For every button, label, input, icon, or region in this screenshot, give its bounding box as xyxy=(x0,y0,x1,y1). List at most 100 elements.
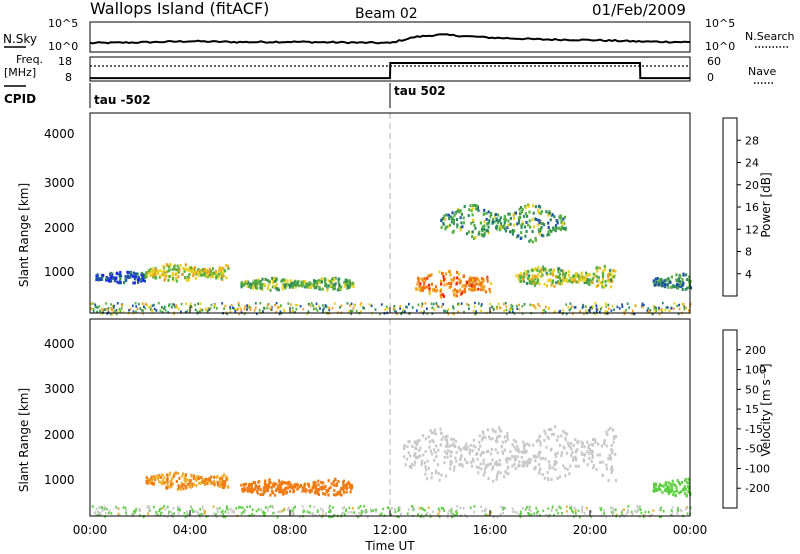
ground-scatter-cell xyxy=(584,305,587,308)
data-cell xyxy=(463,287,466,291)
data-cell xyxy=(266,487,269,491)
ground-scatter-cell xyxy=(607,307,610,310)
ground-scatter-cell xyxy=(209,307,212,310)
ground-scatter-cell xyxy=(283,309,286,313)
data-cell xyxy=(684,487,687,491)
data-cell xyxy=(444,227,447,231)
data-cell xyxy=(550,447,553,451)
data-cell xyxy=(282,489,285,493)
data-cell xyxy=(682,281,685,285)
data-cell xyxy=(493,214,496,218)
ground-scatter-cell xyxy=(573,506,576,509)
x-axis-label: Time UT xyxy=(364,539,415,553)
data-cell xyxy=(279,487,282,491)
data-cell xyxy=(684,478,687,481)
data-cell xyxy=(583,453,586,456)
ground-scatter-cell xyxy=(518,308,521,311)
data-cell xyxy=(427,283,431,287)
ground-scatter-cell xyxy=(539,514,541,517)
data-cell xyxy=(176,487,179,491)
data-cell xyxy=(436,288,439,292)
data-cell xyxy=(459,216,462,220)
data-cell xyxy=(244,488,247,492)
ground-scatter-cell xyxy=(420,506,423,510)
data-cell xyxy=(685,494,688,497)
data-cell xyxy=(246,489,249,493)
ground-scatter-cell xyxy=(499,513,502,516)
data-cell xyxy=(581,278,584,282)
data-cell xyxy=(508,212,511,216)
data-cell xyxy=(349,490,352,494)
ground-scatter-cell xyxy=(587,309,590,312)
data-cell xyxy=(251,286,255,290)
ground-scatter-cell xyxy=(653,304,655,308)
data-cell xyxy=(241,489,244,493)
data-cell xyxy=(488,219,491,223)
ground-scatter-cell xyxy=(206,310,209,313)
ground-scatter-cell xyxy=(118,513,121,516)
data-cell xyxy=(171,277,175,281)
noise-sky-trace xyxy=(89,33,691,45)
data-cell xyxy=(168,473,171,477)
ground-scatter-cell xyxy=(173,303,175,307)
data-cell xyxy=(513,445,516,449)
data-cell xyxy=(296,486,299,490)
ground-scatter-cell xyxy=(299,515,301,518)
data-cell xyxy=(113,278,117,282)
data-cell xyxy=(455,294,458,298)
ground-scatter-cell xyxy=(682,303,685,306)
data-cell xyxy=(687,285,691,289)
data-cell xyxy=(167,485,170,489)
colorbar-tick-label: 12 xyxy=(745,223,759,236)
data-cell xyxy=(196,475,199,479)
data-cell xyxy=(184,484,187,488)
data-cell xyxy=(556,438,559,442)
data-cell xyxy=(284,488,287,492)
data-cell xyxy=(440,282,443,286)
data-cell xyxy=(681,480,684,484)
ground-scatter-cell xyxy=(537,510,539,513)
data-cell xyxy=(564,466,567,470)
data-cell xyxy=(688,280,691,284)
data-cell xyxy=(516,455,519,459)
data-cell xyxy=(252,281,255,285)
data-cell xyxy=(325,489,328,492)
data-cell xyxy=(537,218,540,222)
ground-scatter-cell xyxy=(454,514,456,517)
data-cell xyxy=(560,221,563,224)
data-cell xyxy=(220,274,223,278)
data-cell xyxy=(189,479,192,483)
ground-scatter-cell xyxy=(421,305,423,308)
ground-scatter-cell xyxy=(396,312,398,315)
ground-scatter-cell xyxy=(308,302,310,306)
data-cell xyxy=(286,486,289,490)
ground-scatter-cell xyxy=(329,505,331,508)
ground-scatter-cell xyxy=(633,312,635,315)
data-cell xyxy=(164,277,167,281)
nave-label: Nave xyxy=(748,65,776,78)
ground-scatter-cell xyxy=(591,305,594,308)
data-cell xyxy=(594,440,597,444)
data-cell xyxy=(582,458,585,462)
data-cell xyxy=(480,227,484,231)
data-cell xyxy=(545,210,548,214)
data-cell xyxy=(527,457,530,461)
data-cell xyxy=(536,268,539,272)
ground-scatter-cell xyxy=(658,312,661,316)
data-cell xyxy=(146,270,149,274)
data-cell xyxy=(532,211,535,215)
ground-scatter-cell xyxy=(131,304,134,308)
ground-scatter-cell xyxy=(234,310,237,313)
data-cell xyxy=(449,459,452,463)
data-cell xyxy=(431,452,434,456)
ground-scatter-cell xyxy=(651,312,654,316)
data-cell xyxy=(553,215,556,219)
ground-scatter-cell xyxy=(292,507,295,510)
ground-scatter-cell xyxy=(199,302,202,305)
data-cell xyxy=(445,452,448,455)
data-cell xyxy=(320,486,323,490)
ground-scatter-cell xyxy=(582,305,584,308)
data-cell xyxy=(477,471,480,475)
data-cell xyxy=(177,270,180,274)
data-cell xyxy=(541,273,544,277)
